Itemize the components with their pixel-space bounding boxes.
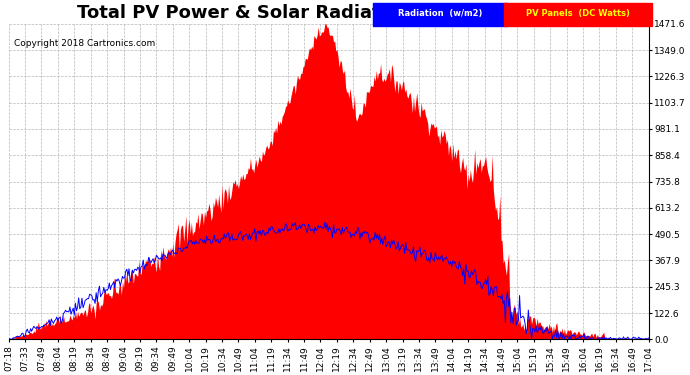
Text: Copyright 2018 Cartronics.com: Copyright 2018 Cartronics.com	[14, 39, 155, 48]
Text: PV Panels  (DC Watts): PV Panels (DC Watts)	[526, 9, 630, 18]
Title: Total PV Power & Solar Radiation Thu Feb 8 17:09: Total PV Power & Solar Radiation Thu Feb…	[77, 4, 581, 22]
Text: Radiation  (w/m2): Radiation (w/m2)	[397, 9, 482, 18]
